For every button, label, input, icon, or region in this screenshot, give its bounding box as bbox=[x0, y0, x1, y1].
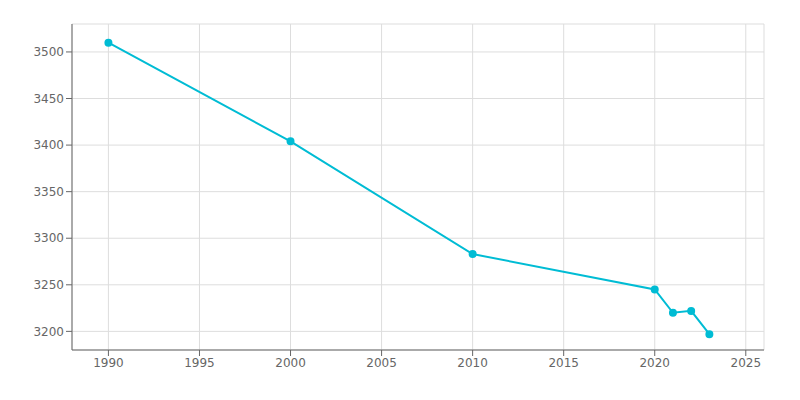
svg-text:2010: 2010 bbox=[457, 356, 488, 370]
svg-text:3450: 3450 bbox=[33, 92, 64, 106]
svg-text:3200: 3200 bbox=[33, 325, 64, 339]
svg-text:2025: 2025 bbox=[731, 356, 762, 370]
svg-text:1990: 1990 bbox=[93, 356, 124, 370]
svg-text:2015: 2015 bbox=[548, 356, 579, 370]
svg-text:3250: 3250 bbox=[33, 278, 64, 292]
svg-text:2005: 2005 bbox=[366, 356, 397, 370]
svg-text:3300: 3300 bbox=[33, 231, 64, 245]
svg-text:3500: 3500 bbox=[33, 45, 64, 59]
svg-text:3350: 3350 bbox=[33, 185, 64, 199]
svg-text:2020: 2020 bbox=[639, 356, 670, 370]
svg-text:3400: 3400 bbox=[33, 138, 64, 152]
svg-text:2000: 2000 bbox=[275, 356, 306, 370]
svg-text:1995: 1995 bbox=[184, 356, 215, 370]
